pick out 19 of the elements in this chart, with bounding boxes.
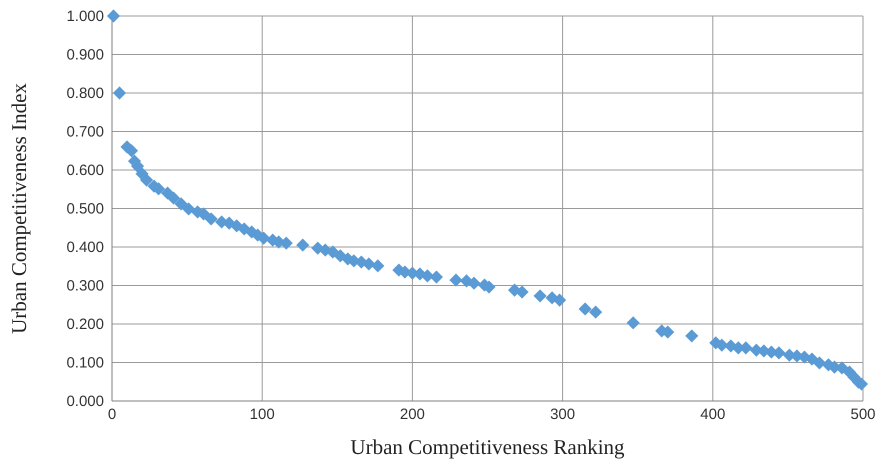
y-tick-label: 0.500 [66, 200, 104, 218]
y-tick-label: 0.600 [66, 162, 104, 179]
y-tick-label: 1.000 [66, 8, 104, 25]
y-tick-label: 0.000 [66, 393, 104, 410]
y-tick-label: 0.400 [66, 239, 104, 256]
x-tick-label: 300 [550, 406, 576, 423]
x-tick-label: 100 [250, 406, 275, 423]
y-tick-label: 0.300 [66, 278, 104, 294]
x-axis-title: Urban Competitiveness Ranking [350, 435, 626, 459]
y-tick-label: 0.800 [66, 85, 104, 102]
y-tick-label: 0.700 [66, 124, 104, 140]
x-tick-label: 0 [108, 406, 116, 423]
x-tick-label: 500 [850, 406, 876, 423]
y-axis-title: Urban Competitiveness Index [7, 82, 31, 334]
y-tick-label: 0.200 [66, 316, 104, 333]
x-tick-label: 400 [700, 406, 726, 423]
x-tick-label: 200 [400, 406, 425, 423]
y-tick-label: 0.100 [66, 354, 104, 372]
y-tick-label: 0.900 [66, 46, 104, 64]
